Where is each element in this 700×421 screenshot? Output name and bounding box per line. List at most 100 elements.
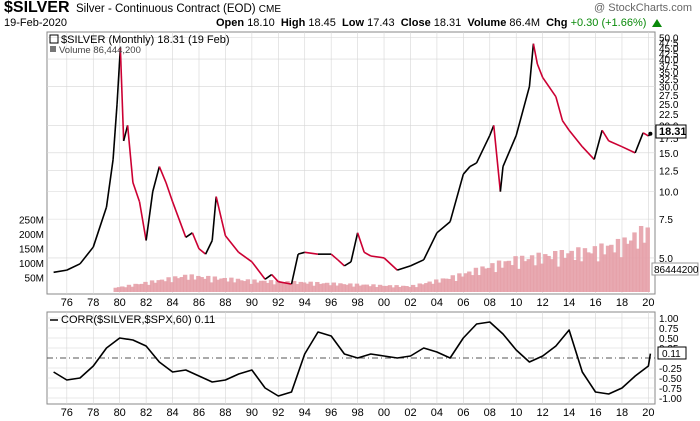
price-segment: [215, 196, 223, 220]
price-segment: [515, 86, 531, 136]
volume-bar: [232, 282, 237, 292]
volume-bar: [566, 253, 571, 292]
price-segment: [492, 125, 502, 192]
exchange: CME: [258, 4, 282, 15]
price-y-tick: 35.0: [659, 68, 679, 79]
volume-bar: [443, 278, 449, 292]
price-segment: [204, 240, 213, 255]
volume-bar: [182, 274, 188, 292]
main-x-tick: 10: [510, 297, 522, 309]
volume-bar: [186, 279, 191, 292]
main-x-tick: 84: [166, 297, 178, 309]
main-x-tick: 78: [87, 297, 99, 309]
price-segment: [271, 274, 279, 283]
volume-bar: [258, 280, 264, 292]
price-axis: 5.07.510.012.515.017.520.022.525.027.530…: [659, 34, 679, 265]
volume-bar: [202, 278, 208, 292]
corr-x-tick: 84: [166, 407, 178, 419]
volume-bar: [645, 227, 650, 292]
corr-x-tick: 86: [193, 407, 205, 419]
main-x-tick: 76: [61, 297, 73, 309]
corr-y-tick: -0.25: [659, 364, 682, 375]
price-segment: [436, 221, 451, 234]
volume-bar: [149, 280, 155, 292]
volume-bar: [179, 277, 185, 292]
volume-bar: [450, 275, 455, 292]
contract-label: Silver - Continuous Contract (EOD): [76, 3, 256, 15]
volume-bar: [635, 248, 641, 292]
price-tag-box: [655, 124, 687, 139]
volume-bar: [387, 285, 393, 292]
volume-bar: [222, 277, 227, 292]
volume-bar: [381, 285, 386, 292]
volume-bar: [136, 284, 142, 292]
volume-bar: [417, 283, 422, 292]
volume-bar: [447, 278, 452, 292]
volume-bar: [638, 225, 644, 292]
price-y-tick: 37.5: [659, 61, 679, 72]
volume-bar: [367, 286, 373, 292]
corr-x-tick: 14: [563, 407, 575, 419]
price-segment: [171, 201, 187, 238]
price-segment: [581, 146, 595, 161]
volume-bar: [401, 285, 406, 292]
price-y-tick: 47.5: [659, 39, 679, 50]
price-y-tick: 30.0: [659, 83, 679, 94]
volume-bar: [341, 284, 346, 292]
volume-bar: [384, 285, 389, 292]
volume-bar: [209, 282, 214, 292]
price-segment: [251, 261, 266, 280]
price-segment: [536, 63, 544, 78]
volume-bar: [536, 252, 541, 292]
volume-bar: [272, 284, 277, 292]
price-y-tick: 45.0: [659, 44, 679, 55]
price-segment: [350, 232, 359, 262]
volume-bar: [212, 276, 218, 292]
volume-bar: [414, 287, 419, 292]
main-x-tick: 16: [589, 297, 601, 309]
volume-bar: [519, 255, 525, 292]
volume-bar: [120, 286, 125, 292]
main-x-tick: 80: [114, 297, 126, 309]
price-segment: [449, 173, 465, 222]
volume-bar: [298, 281, 303, 292]
volume-bar: [377, 284, 383, 292]
corr-x-tick: 10: [510, 407, 522, 419]
corr-y-tick: -0.75: [659, 384, 682, 395]
price-segment: [621, 145, 636, 154]
price-segment: [132, 182, 141, 202]
price-segment: [568, 129, 583, 148]
volume-bar: [410, 284, 416, 292]
price-y-tick: 17.5: [659, 134, 679, 145]
corr-y-tick: 0.50: [659, 334, 679, 345]
price-segment: [593, 130, 603, 160]
volume-bar: [364, 284, 370, 292]
volume-bar: [592, 246, 598, 292]
volume-bar: [285, 281, 290, 292]
price-segment: [211, 196, 217, 241]
volume-bar: [404, 286, 409, 292]
corr-y-tick: 1.00: [659, 314, 679, 325]
volume-bar: [308, 281, 313, 292]
volume-bar: [622, 237, 627, 292]
volume-bar: [163, 281, 168, 292]
volume-bar: [486, 267, 492, 292]
volume-bar: [595, 261, 601, 292]
chart-header: $SILVER Silver - Continuous Contract (EO…: [0, 0, 700, 32]
volume-bar: [556, 266, 561, 292]
volume-bar: [215, 279, 221, 292]
price-segment: [105, 159, 114, 208]
main-x-tick: 96: [325, 297, 337, 309]
main-x-tick: 02: [404, 297, 416, 309]
volume-bar: [503, 261, 508, 292]
main-x-tick: 20: [642, 297, 654, 309]
volume-bar: [589, 253, 594, 292]
volume-bar: [245, 279, 251, 292]
volume-bar: [424, 283, 429, 292]
price-series: [53, 43, 653, 285]
price-last-point: [648, 131, 653, 136]
price-segment: [112, 103, 118, 160]
price-segment: [397, 265, 411, 271]
price-segment: [158, 166, 167, 183]
